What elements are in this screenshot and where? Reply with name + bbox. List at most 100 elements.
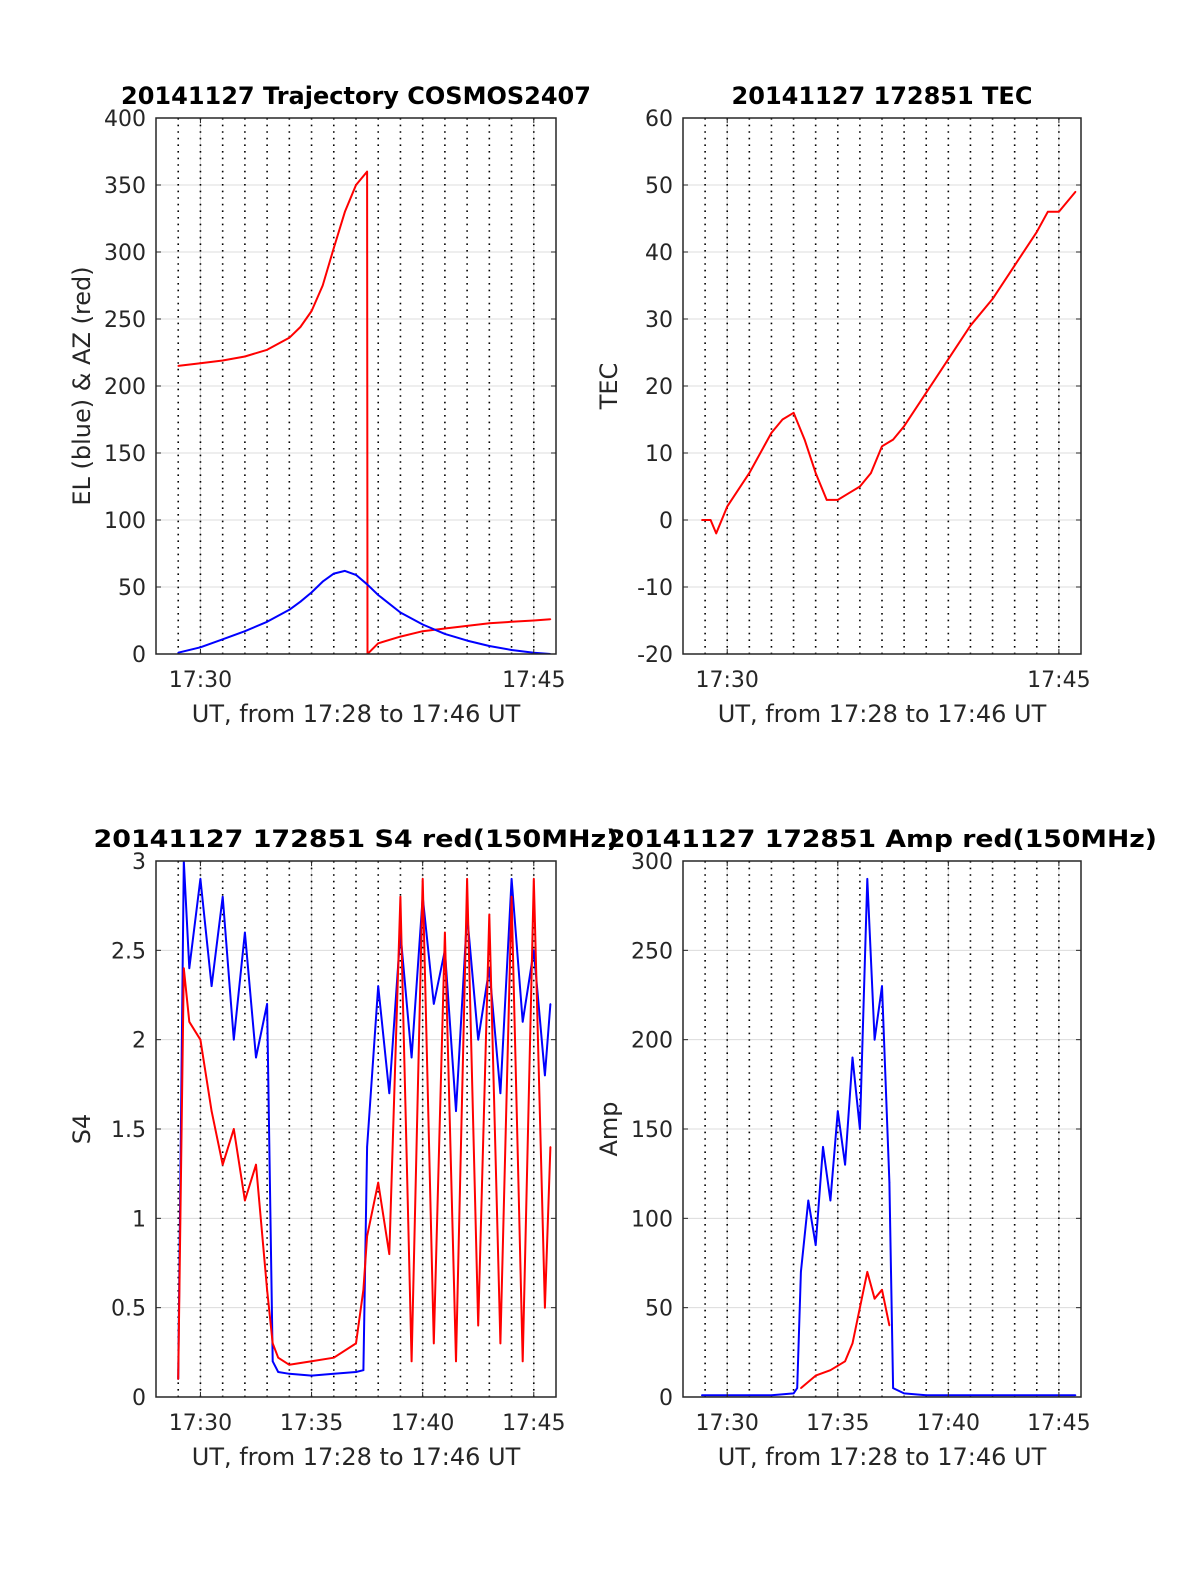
s4-series-0-point [221,895,224,898]
trajectory-ytick-label: 150 [104,442,146,467]
s4-series-1-point [466,878,468,880]
tec-series-0-point [892,438,894,441]
amp-series-1-point [844,1360,846,1363]
amp-series-0-point [814,1244,817,1246]
tec-series-0-point [969,324,972,327]
s4-series-1-point [255,1163,257,1166]
s4-series-0-point [410,1056,413,1059]
amp-series-0-point [1036,1394,1038,1396]
s4-plot: 0 0.5 1 1.5 2 2.5 3 17:30 17:35 17:40 17:45 UT, fro… [68,825,619,1471]
trajectory-title: 20141127 Trajectory COSMOS2407 [121,82,591,110]
s4-title: 20141127 172851 S4 red(150MHz) [94,825,619,853]
tec-ylabel: TEC [595,363,623,411]
tec-ytick-label: 40 [645,241,673,266]
trajectory-series-1-point [266,621,268,623]
trajectory-plot: 0 50 100 150 200 250 300 350 400 17:30 17:45 UT, fr… [68,82,591,728]
trajectory-ytick-label: 50 [118,576,146,601]
s4-series-0-point [188,967,191,969]
s4-series-1-point [221,1163,224,1166]
s4-series-1-point [477,1324,480,1327]
trajectory-series-0-point [366,170,368,173]
s4-xlabel: UT, from 17:28 to 17:46 UT [192,1443,521,1471]
s4-series-1-point [210,1110,213,1112]
amp-series-0-point [796,1387,798,1389]
s4-series-0-point [244,931,246,934]
tec-series-0-point [859,485,861,488]
tec-series-0-point [726,505,728,508]
s4-series-0-point [233,1038,235,1041]
trajectory-xtick-label: 17:30 [169,668,232,693]
trajectory-series-1-point [299,600,302,603]
amp-series-1-point [851,1342,854,1345]
tec-series-0-point [715,532,717,535]
amp-series-0-point [807,1199,810,1202]
s4-series-1-point [333,1356,335,1359]
amp-xtick-label: 17:35 [806,1411,869,1436]
s4-series-0-point [477,1038,480,1041]
tec-ytick-label: 60 [645,107,673,132]
trajectory-ytick-label: 200 [104,375,146,400]
s4-series-0-point [255,1056,257,1059]
tec-series-0-point [701,519,703,521]
trajectory-series-1-point [321,580,324,583]
trajectory-series-0-point [299,326,302,328]
amp-series-1-point [829,1369,832,1371]
trajectory-ytick-label: 300 [104,241,146,266]
trajectory-series-1-point [344,570,346,572]
s4-series-1-point [455,1360,457,1363]
trajectory-series-1-point [288,609,291,611]
tec-ytick-label: 50 [645,174,673,199]
trajectory-series-0-point [321,284,324,287]
s4-series-1-point [355,1342,357,1345]
s4-series-0-point [362,1369,365,1371]
trajectory-series-0-point [266,349,268,351]
s4-series-1-point [266,1289,268,1291]
amp-series-1-point [873,1297,876,1300]
s4-series-1-point [521,1360,524,1363]
s4-xtick-label: 17:40 [391,1411,454,1436]
trajectory-series-0-point [510,621,513,623]
amp-ytick-label: 0 [659,1386,673,1411]
s4-series-0-point [377,985,380,987]
amp-plot: 0 50 100 150 200 250 300 17:30 17:35 17:40 17:45 UT… [595,825,1157,1471]
s4-series-1-point [277,1356,280,1359]
amp-ylabel: Amp [595,1101,623,1156]
trajectory-series-1-point [488,645,491,647]
s4-xtick-label: 17:35 [280,1411,343,1436]
tec-xtick-label: 17:30 [696,668,759,693]
s4-ytick-label: 1 [132,1207,146,1232]
s4-series-0-point [433,1003,435,1005]
trajectory-series-1-point [377,594,380,596]
s4-series-0-point [277,1371,280,1373]
trajectory-ytick-label: 250 [104,308,146,333]
trajectory-series-0-point [377,642,380,645]
s4-series-1-point [310,1360,313,1363]
trajectory-series-1-line [177,569,551,654]
s4-series-1-point [366,1235,368,1237]
s4-series-1-point [421,878,424,880]
trajectory-ytick-label: 400 [104,107,146,132]
amp-ytick-label: 300 [631,850,673,875]
trajectory-series-1-point [399,611,402,614]
s4-series-1-point [271,1342,274,1345]
s4-xtick-label: 17:30 [169,1411,232,1436]
s4-ytick-label: 2 [132,1029,146,1054]
amp-xtick-label: 17:40 [917,1411,980,1436]
tec-series-0-point [1074,190,1077,193]
trajectory-series-0-point [421,630,424,632]
s4-series-1-point [233,1128,235,1130]
tec-series-0-point [803,438,806,441]
trajectory-series-0-point [333,247,335,249]
amp-series-0-point [925,1394,927,1396]
s4-series-0-point [266,1003,268,1005]
amp-series-0-point [792,1392,795,1395]
trajectory-ytick-label: 100 [104,509,146,534]
tec-plot: -20 -10 0 10 20 30 40 50 60 17:30 17:45 UT, from 17… [595,82,1091,728]
trajectory-xlabel: UT, from 17:28 to 17:46 UT [192,700,521,728]
amp-series-0-point [1013,1394,1016,1396]
s4-series-0-point [333,1373,335,1375]
amp-series-0-point [851,1056,854,1059]
tec-series-0-point [881,445,883,448]
tec-series-0-point [814,472,817,474]
s4-series-0-point [310,1374,313,1377]
